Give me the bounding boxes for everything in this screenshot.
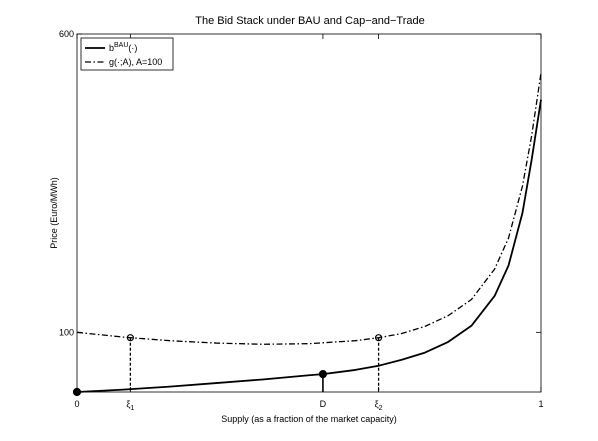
- legend-label: g(·;A), A=100: [109, 57, 162, 67]
- series-line-cap-and-trade: [76, 72, 542, 345]
- legend-label: bBAU(·): [109, 42, 137, 53]
- x-axis-label: Supply (as a fraction of the market capa…: [221, 414, 397, 424]
- x-tick-label: ξ1: [126, 399, 134, 412]
- x-tick-label: D: [320, 399, 327, 409]
- y-tick-label: 600: [59, 29, 74, 39]
- plot-frame: [76, 33, 542, 393]
- x-tick-label: 0: [74, 399, 79, 409]
- legend-box: [80, 37, 174, 71]
- x-tick-label: 1: [538, 399, 543, 409]
- chart-title: The Bid Stack under BAU and Cap−and−Trad…: [195, 15, 425, 27]
- y-tick-label: 100: [59, 327, 74, 337]
- y-axis-label: Price (Euro/MWh): [49, 177, 59, 249]
- series-line-bau: [76, 99, 542, 393]
- open-point-marker: [126, 334, 134, 342]
- legend: bBAU(·) g(·;A), A=100: [80, 37, 174, 71]
- filled-point-marker: [318, 370, 328, 379]
- x-tick-label: ξ2: [375, 399, 383, 412]
- open-point-marker: [375, 334, 383, 342]
